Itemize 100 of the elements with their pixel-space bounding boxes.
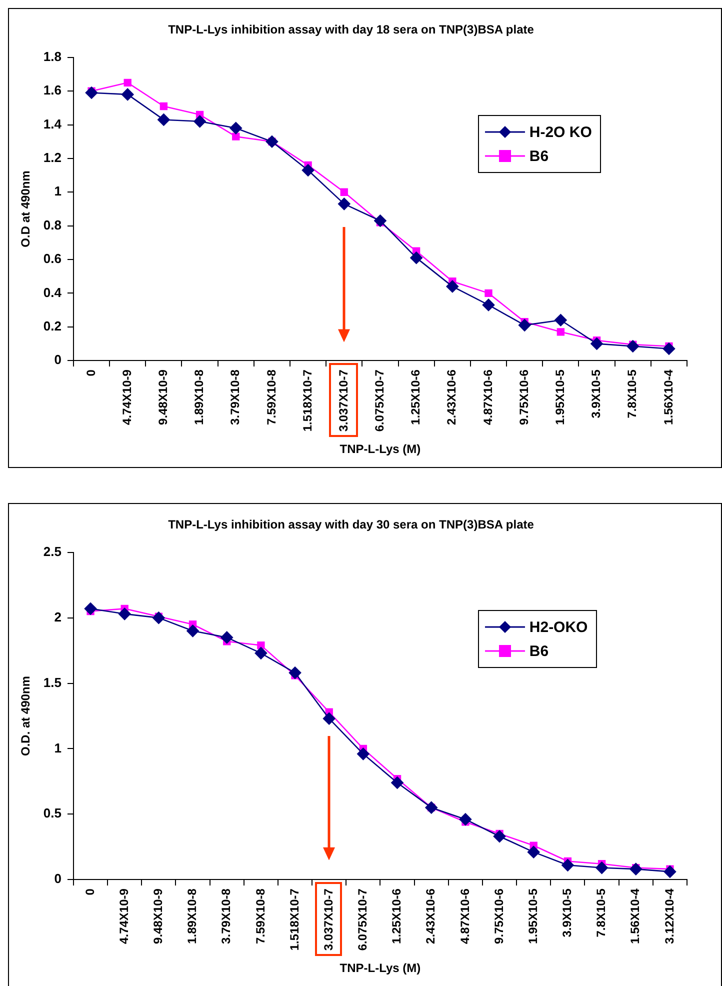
x-tick-label: 7.59X10-8: [264, 369, 278, 425]
chart-title: TNP-L-Lys inhibition assay with day 18 sera on TNP(3)BSA plate: [168, 22, 534, 37]
x-tick-label: 3.79X10-8: [219, 888, 234, 944]
point: [493, 830, 506, 843]
y-tick-label: 1.5: [43, 674, 62, 690]
legend-label: B6: [529, 642, 549, 660]
legend-label: B6: [529, 148, 549, 165]
x-tick-label: 4.74X10-9: [120, 369, 134, 425]
x-tick-label: 3.12X10-4: [662, 888, 676, 944]
point: [220, 631, 234, 644]
y-tick-label: 0.4: [43, 284, 62, 300]
point: [186, 624, 199, 638]
point: [84, 602, 97, 615]
legend-label: H-2O KO: [529, 124, 592, 141]
y-tick-label: 1.6: [43, 82, 62, 98]
point: [590, 338, 603, 350]
x-axis-title: TNP-L-Lys (M): [340, 442, 421, 456]
y-tick-label: 0: [54, 871, 62, 886]
y-tick-label: 0.6: [43, 251, 62, 266]
x-tick-label: 1.89X10-8: [185, 888, 200, 944]
y-tick-label: 1: [54, 184, 62, 199]
point: [556, 328, 565, 336]
point: [518, 319, 531, 332]
x-tick-label: 3.9X10-5: [560, 888, 574, 938]
y-tick-label: 2.5: [43, 544, 62, 559]
y-tick-label: 1.2: [43, 150, 62, 166]
y-axis-title: O.D. at 490nm: [18, 676, 33, 756]
x-tick-label: 4.87X10-6: [458, 888, 472, 944]
point: [357, 748, 370, 760]
point: [459, 813, 472, 826]
y-tick-label: 0.2: [43, 318, 62, 334]
point: [230, 122, 242, 134]
point: [374, 214, 386, 227]
point: [121, 88, 134, 101]
point: [257, 641, 265, 650]
point: [85, 86, 98, 99]
x-tick-label: 1.518X10-7: [287, 888, 302, 951]
point: [630, 862, 642, 876]
y-tick-label: 0.8: [43, 217, 62, 232]
point: [152, 612, 165, 624]
point: [425, 801, 438, 814]
legend-label: H2-OKO: [529, 618, 588, 636]
x-tick-label: 3.037X10-7: [336, 369, 350, 432]
y-tick-label: 1.8: [43, 48, 62, 64]
point: [626, 340, 640, 352]
point: [391, 776, 404, 789]
point: [288, 666, 302, 679]
x-tick-label: 9.75X10-6: [492, 888, 506, 944]
x-tick-label: 1.56X10-4: [661, 369, 676, 425]
point: [664, 866, 676, 878]
point: [484, 289, 492, 298]
x-tick-label: 2.43X10-6: [444, 369, 459, 425]
point: [527, 846, 540, 858]
point: [194, 115, 206, 128]
x-tick-label: 3.79X10-8: [228, 369, 242, 425]
x-tick-label: 3.037X10-7: [321, 888, 336, 951]
point: [124, 78, 132, 86]
x-tick-label: 4.87X10-6: [480, 369, 495, 425]
point: [338, 198, 350, 210]
chart-title: TNP-L-Lys inhibition assay with day 30 sera on TNP(3)BSA plate: [168, 518, 534, 532]
point: [322, 712, 336, 725]
point: [254, 647, 268, 660]
point: [410, 252, 422, 264]
x-tick-label: 6.075X10-7: [356, 888, 370, 951]
x-tick-label: 2.43X10-6: [424, 888, 438, 944]
x-tick-label: 9.75X10-6: [516, 369, 531, 425]
point: [562, 859, 574, 872]
x-tick-label: 7.8X10-5: [594, 888, 608, 938]
point: [446, 280, 459, 293]
x-tick-label: 3.9X10-5: [589, 369, 604, 418]
y-axis-title: O.D at 490nm: [18, 170, 33, 248]
point: [232, 132, 240, 140]
point: [118, 608, 131, 620]
point: [662, 342, 676, 355]
x-tick-label: 1.89X10-8: [192, 369, 206, 425]
x-tick-label: 6.075X10-7: [372, 369, 387, 432]
x-tick-label: 9.48X10-9: [156, 369, 170, 425]
x-axis-title: TNP-L-Lys (M): [340, 961, 421, 976]
point: [340, 188, 348, 196]
x-tick-label: 9.48X10-9: [150, 888, 165, 944]
y-tick-label: 2: [54, 609, 62, 624]
point: [554, 314, 567, 326]
point: [596, 862, 608, 874]
x-tick-label: 0: [84, 369, 98, 376]
x-tick-label: 7.59X10-8: [253, 888, 268, 944]
y-tick-label: 0.5: [43, 806, 62, 821]
point: [266, 135, 278, 148]
point: [160, 102, 168, 110]
x-tick-label: 1.95X10-5: [553, 369, 567, 425]
x-tick-label: 4.74X10-9: [116, 888, 131, 944]
x-tick-label: 1.518X10-7: [300, 369, 314, 432]
y-tick-label: 1.4: [43, 116, 62, 132]
point: [482, 298, 495, 312]
x-tick-label: 1.95X10-5: [526, 888, 540, 944]
point: [302, 164, 314, 176]
x-tick-label: 7.8X10-5: [625, 369, 640, 418]
y-tick-label: 1: [54, 740, 62, 756]
y-tick-label: 0: [54, 352, 62, 368]
x-tick-label: 0: [82, 888, 97, 896]
x-tick-label: 1.25X10-6: [408, 369, 423, 425]
